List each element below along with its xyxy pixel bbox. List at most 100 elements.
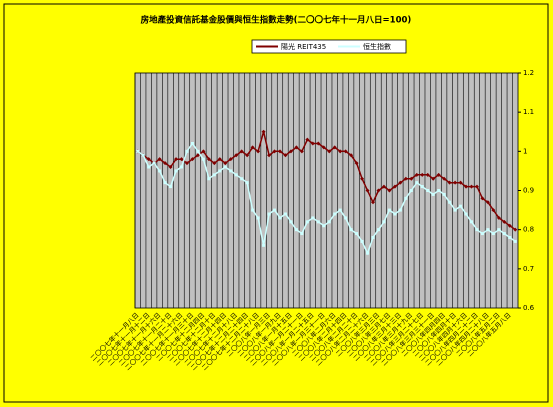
point-marker <box>387 208 391 212</box>
point-marker <box>459 204 463 208</box>
point-marker <box>480 232 484 236</box>
point-marker <box>289 220 293 224</box>
point-marker <box>480 196 485 201</box>
point-marker <box>442 192 446 196</box>
y-tick-label: 0.6 <box>523 304 535 312</box>
point-marker <box>223 165 227 169</box>
point-marker <box>349 228 353 232</box>
point-marker <box>251 208 255 212</box>
point-marker <box>442 176 447 181</box>
point-marker <box>278 216 282 220</box>
point-marker <box>464 184 469 189</box>
point-marker <box>256 149 261 154</box>
point-marker <box>387 188 392 193</box>
point-marker <box>404 196 408 200</box>
point-marker <box>321 145 326 150</box>
point-marker <box>201 157 205 161</box>
point-marker <box>305 137 310 142</box>
point-marker <box>453 180 458 185</box>
point-marker <box>485 200 490 205</box>
point-marker <box>206 157 211 162</box>
point-marker <box>207 177 211 181</box>
series-line <box>137 131 516 231</box>
point-marker <box>332 145 337 150</box>
point-marker <box>267 153 272 158</box>
point-marker <box>371 236 375 239</box>
point-marker <box>174 169 178 173</box>
point-marker <box>158 169 162 173</box>
point-marker <box>245 153 250 158</box>
point-marker <box>425 172 430 177</box>
point-marker <box>179 157 184 162</box>
point-marker <box>431 176 436 181</box>
point-marker <box>283 153 288 158</box>
point-marker <box>311 216 315 220</box>
point-marker <box>316 141 321 146</box>
point-marker <box>152 161 156 165</box>
point-marker <box>180 165 184 169</box>
point-marker <box>360 239 364 243</box>
point-marker <box>381 184 386 189</box>
y-tick-label: 0.9 <box>523 187 534 195</box>
point-marker <box>496 215 501 220</box>
point-marker <box>354 161 359 166</box>
point-marker <box>147 165 151 169</box>
point-marker <box>431 192 435 196</box>
series-line <box>137 142 516 256</box>
point-marker <box>508 236 512 239</box>
point-marker <box>184 161 189 166</box>
point-marker <box>201 149 206 154</box>
point-marker <box>305 220 309 224</box>
point-marker <box>168 165 173 169</box>
point-marker <box>371 200 376 205</box>
point-marker <box>190 157 195 162</box>
point-marker <box>333 212 337 216</box>
point-marker <box>343 149 348 154</box>
point-marker <box>475 228 479 232</box>
point-marker <box>250 145 255 150</box>
point-marker <box>491 208 496 213</box>
point-marker <box>409 189 413 192</box>
point-marker <box>376 188 381 193</box>
point-marker <box>426 189 430 192</box>
point-marker <box>327 149 332 154</box>
point-marker <box>420 185 424 189</box>
point-marker <box>366 251 370 255</box>
chart-title: 房地產投資信託基金股價與恒生指數走勢(二〇〇七年十一月八日=100) <box>141 15 412 26</box>
point-marker <box>414 172 419 177</box>
point-marker <box>322 224 326 228</box>
point-marker <box>196 149 200 153</box>
point-marker <box>212 161 217 166</box>
point-marker <box>338 149 343 154</box>
point-marker <box>218 169 222 173</box>
point-marker <box>392 184 397 189</box>
point-marker <box>458 180 463 185</box>
point-marker <box>474 184 479 189</box>
point-marker <box>338 208 342 212</box>
point-marker <box>415 181 419 185</box>
point-marker <box>146 157 151 162</box>
point-marker <box>195 153 200 158</box>
point-marker <box>507 223 512 228</box>
point-marker <box>299 149 304 154</box>
point-marker <box>262 243 266 247</box>
point-marker <box>234 153 239 158</box>
point-marker <box>436 172 441 177</box>
point-marker <box>355 232 359 236</box>
point-marker <box>288 149 293 154</box>
point-marker <box>464 212 468 216</box>
point-marker <box>239 149 244 154</box>
point-marker <box>382 220 386 224</box>
point-marker <box>513 239 517 243</box>
point-marker <box>272 149 277 154</box>
point-marker <box>437 189 441 192</box>
point-marker <box>447 180 452 185</box>
point-marker <box>365 188 370 193</box>
legend-label: 恒生指數 <box>363 42 391 51</box>
y-tick-label: 1 <box>523 147 527 155</box>
point-marker <box>229 169 233 173</box>
point-marker <box>469 220 473 224</box>
point-marker <box>277 149 282 154</box>
y-tick-label: 0.7 <box>523 265 534 273</box>
